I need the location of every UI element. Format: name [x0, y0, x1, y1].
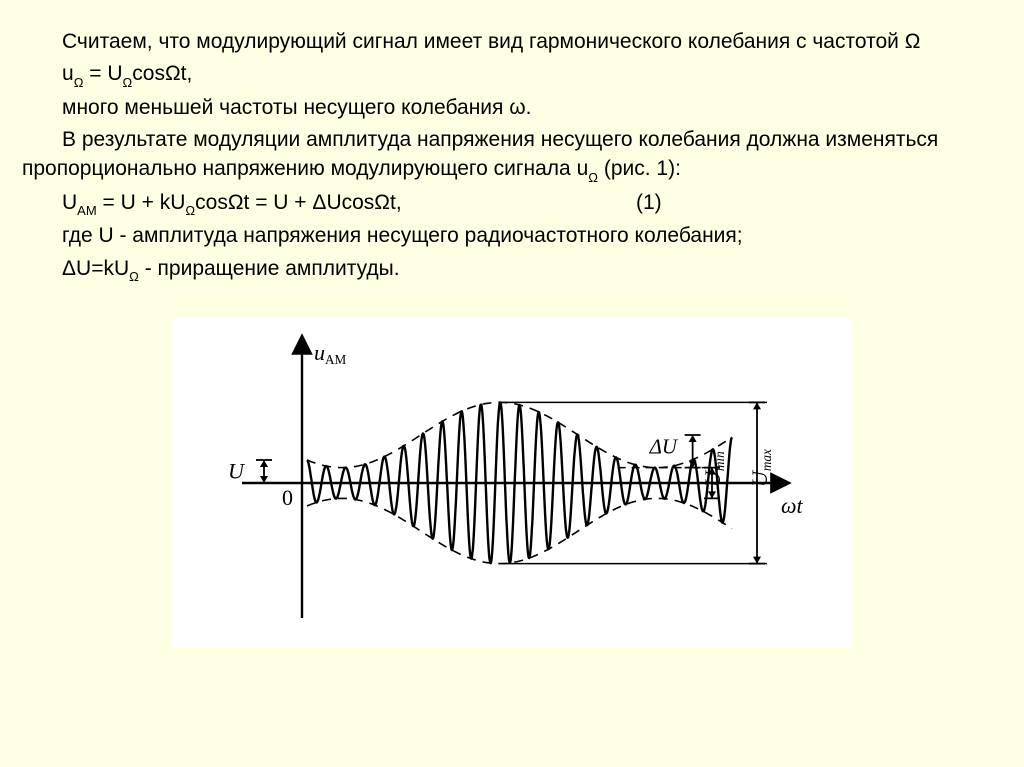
text: = U + kU [97, 191, 186, 214]
subscript: АМ [77, 203, 97, 218]
text: t, [181, 62, 193, 85]
subscript: Ω [129, 269, 139, 284]
text: U [62, 191, 77, 214]
text: cos [195, 191, 228, 214]
paragraph-3: много меньшей частоты несущего колебания… [22, 94, 1002, 122]
paragraph-7: ΔU=kUΩ - приращение амплитуды. [22, 255, 1002, 285]
text: Ucos [326, 191, 374, 214]
symbol-delta: Δ [62, 257, 76, 280]
equation-modulating: uΩ = UΩcosΩt, [22, 60, 1002, 90]
paragraph-1: Считаем, что модулирующий сигнал имеет в… [22, 28, 1002, 56]
svg-text:0: 0 [282, 485, 293, 510]
text: много меньшей частоты несущего колебания [62, 96, 509, 119]
svg-text:ΔU: ΔU [649, 435, 679, 459]
equation-number: (1) [402, 189, 662, 217]
text: u [62, 62, 74, 85]
symbol-omega: Ω [905, 30, 921, 53]
symbol-omega-small: ω [509, 96, 525, 119]
text: где U - амплитуда напряжения несущего ра… [62, 224, 743, 247]
svg-text:U: U [228, 459, 246, 484]
symbol-omega: Ω [165, 62, 181, 85]
subscript: Ω [123, 75, 133, 90]
text: Считаем, что модулирующий сигнал имеет в… [62, 30, 905, 53]
am-waveform-svg: U0uАМωtΔUUminUmax [172, 318, 852, 648]
text: t, [390, 191, 402, 214]
text: - приращение амплитуды. [139, 257, 400, 280]
subscript: Ω [74, 75, 84, 90]
text: cos [132, 62, 165, 85]
text: U=kU [76, 257, 129, 280]
text: В результате модуляции амплитуда напряже… [22, 128, 938, 179]
symbol-omega: Ω [374, 191, 390, 214]
symbol-omega: Ω [228, 191, 244, 214]
paragraph-4: В результате модуляции амплитуда напряже… [22, 126, 1002, 184]
figure-am-wave: U0uАМωtΔUUminUmax [172, 318, 852, 648]
svg-text:ωt: ωt [781, 493, 804, 518]
text: (рис. 1): [598, 157, 681, 180]
symbol-delta: Δ [312, 191, 326, 214]
subscript: Ω [588, 170, 598, 185]
text: t = U + [244, 191, 313, 214]
text: . [526, 96, 532, 119]
text: = U [83, 62, 122, 85]
equation-am: UАМ = U + kUΩcosΩt = U + ΔUcosΩt,(1) [22, 189, 1002, 219]
subscript: Ω [185, 203, 195, 218]
paragraph-6: где U - амплитуда напряжения несущего ра… [22, 222, 1002, 250]
document-body: Считаем, что модулирующий сигнал имеет в… [0, 0, 1024, 648]
